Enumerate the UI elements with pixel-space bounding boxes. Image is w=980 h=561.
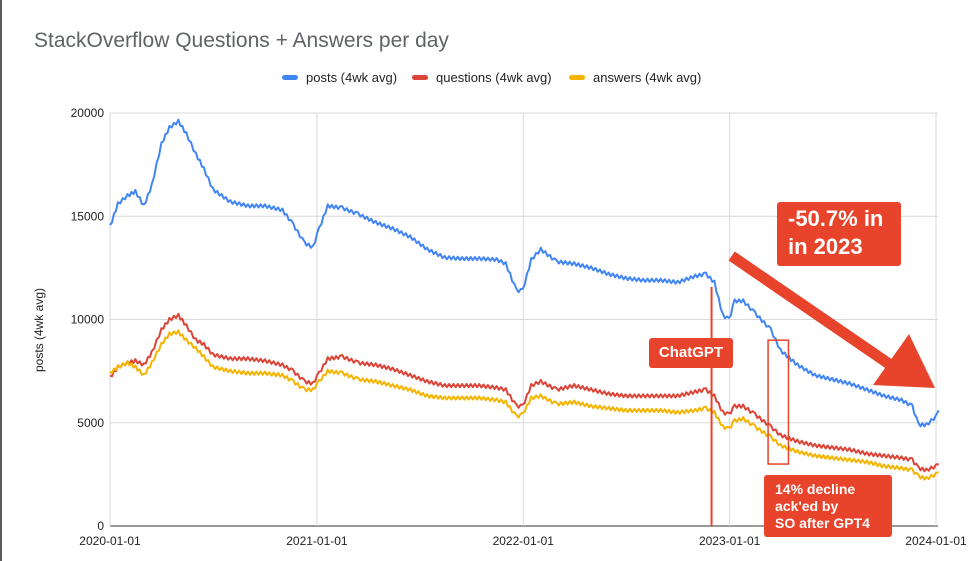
- series-lines: [109, 118, 940, 481]
- legend-item-questions: questions (4wk avg): [412, 70, 552, 85]
- gpt4-callout: 14% decline ack'ed by SO after GPT4: [764, 475, 892, 537]
- annotation-overlays: [710, 251, 935, 526]
- y-tick-label: 15000: [71, 209, 105, 223]
- series-line-answers: [109, 329, 939, 481]
- legend-label-answers: answers (4wk avg): [593, 70, 702, 85]
- legend-swatch-answers: [569, 75, 585, 80]
- series-line-posts: [109, 118, 940, 428]
- y-axis-ticks: 0 5000 10000 15000 20000: [71, 106, 105, 533]
- y-axis-label: posts (4wk avg): [32, 288, 46, 372]
- legend-swatch-posts: [282, 75, 298, 80]
- legend-item-answers: answers (4wk avg): [569, 70, 701, 85]
- legend-label-questions: questions (4wk avg): [436, 70, 552, 85]
- window-edge: [0, 0, 2, 561]
- legend-item-posts: posts (4wk avg): [282, 70, 397, 85]
- decline-callout: -50.7% in in 2023: [777, 202, 901, 266]
- y-tick-label: 5000: [77, 416, 104, 430]
- x-tick-label: 2020-01-01: [79, 534, 141, 548]
- x-tick-label: 2022-01-01: [493, 534, 555, 548]
- x-tick-label: 2021-01-01: [286, 534, 348, 548]
- legend-swatch-questions: [412, 75, 428, 80]
- gpt4-highlight-box: [767, 339, 790, 465]
- y-tick-label: 0: [97, 519, 104, 533]
- legend-label-posts: posts (4wk avg): [306, 70, 398, 85]
- decline-arrow-shaft: [728, 251, 899, 373]
- x-axis-ticks: 2020-01-01 2021-01-01 2022-01-01 2023-01-01…: [79, 534, 967, 548]
- chart-title: StackOverflow Questions + Answers per da…: [34, 29, 449, 52]
- decline-arrow-head: [873, 334, 935, 388]
- x-tick-label: 2023-01-01: [699, 534, 761, 548]
- x-tick-label: 2024-01-01: [905, 534, 967, 548]
- series-line-questions: [109, 312, 939, 473]
- y-tick-label: 20000: [71, 106, 105, 120]
- chatgpt-callout: ChatGPT: [649, 338, 733, 368]
- y-tick-label: 10000: [71, 313, 105, 327]
- legend: posts (4wk avg) questions (4wk avg) answ…: [0, 70, 980, 90]
- gridlines: [109, 112, 938, 527]
